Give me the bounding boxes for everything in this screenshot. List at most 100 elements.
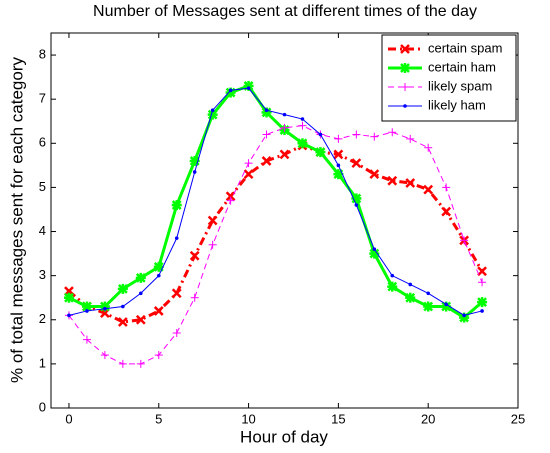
marker-dot xyxy=(426,291,430,296)
marker-stroke xyxy=(400,63,410,73)
marker xyxy=(388,128,397,137)
y-tick-label: 3 xyxy=(39,267,46,282)
legend-label: likely spam xyxy=(428,78,492,93)
marker-dot xyxy=(156,273,161,278)
x-tick-label: 0 xyxy=(65,411,72,426)
marker xyxy=(387,175,398,186)
marker xyxy=(400,63,410,73)
series-line xyxy=(67,143,484,324)
marker-stroke xyxy=(207,215,218,226)
marker xyxy=(117,317,128,327)
marker-dot xyxy=(480,309,484,313)
marker-stroke xyxy=(405,178,416,188)
marker xyxy=(370,132,379,141)
marker xyxy=(261,107,272,118)
marker-stroke xyxy=(405,292,416,303)
marker xyxy=(174,236,179,240)
marker xyxy=(336,163,341,168)
marker-stroke xyxy=(351,193,362,204)
marker xyxy=(171,288,182,299)
marker xyxy=(243,169,254,180)
marker-dot xyxy=(282,112,287,117)
marker xyxy=(81,301,92,312)
marker xyxy=(153,261,164,272)
y-tick-label: 5 xyxy=(39,179,46,194)
marker xyxy=(82,335,91,344)
marker-dot xyxy=(264,108,269,113)
marker-dot xyxy=(246,86,251,90)
marker xyxy=(480,309,484,313)
marker-dot xyxy=(336,163,341,168)
marker-dot xyxy=(372,247,377,251)
marker-stroke xyxy=(117,317,128,327)
marker-stroke xyxy=(243,169,254,180)
marker xyxy=(226,196,235,205)
marker xyxy=(372,247,377,251)
marker-dot xyxy=(192,170,197,174)
marker xyxy=(478,278,487,287)
marker-stroke xyxy=(333,149,344,160)
marker xyxy=(298,121,307,130)
legend: certain spam certain ham likely spam likely… xyxy=(381,34,517,122)
marker xyxy=(333,169,344,180)
marker xyxy=(300,117,305,121)
marker xyxy=(460,236,469,245)
marker xyxy=(354,203,359,207)
marker-dot xyxy=(318,132,323,137)
marker xyxy=(279,149,290,160)
y-tick-label: 0 xyxy=(39,399,46,414)
marker-dot xyxy=(210,108,215,113)
x-tick-label: 25 xyxy=(511,411,525,426)
marker xyxy=(154,351,163,360)
marker-stroke xyxy=(82,301,92,312)
marker-stroke xyxy=(171,288,182,299)
legend-label: certain ham xyxy=(428,59,496,74)
marker xyxy=(207,109,218,120)
y-axis-label: % of total messages sent for each catego… xyxy=(7,57,26,384)
marker-dot xyxy=(103,306,107,311)
x-axis-label: Hour of day xyxy=(240,427,328,446)
marker xyxy=(225,191,236,202)
marker xyxy=(369,169,380,180)
marker xyxy=(100,351,109,360)
marker-dot xyxy=(408,282,413,287)
marker-dot xyxy=(121,304,125,309)
marker xyxy=(135,314,146,325)
x-tick-label: 15 xyxy=(331,411,345,426)
marker xyxy=(63,292,74,303)
marker-dot xyxy=(390,273,395,278)
marker xyxy=(351,158,362,169)
marker xyxy=(172,329,181,337)
marker-stroke xyxy=(279,149,290,160)
marker-stroke xyxy=(351,158,362,169)
marker xyxy=(442,183,451,192)
marker-stroke xyxy=(189,156,200,166)
plot-frame xyxy=(50,32,519,409)
marker xyxy=(67,313,71,318)
marker xyxy=(117,283,128,294)
marker-stroke xyxy=(261,156,272,166)
marker-dot xyxy=(85,309,89,313)
marker-dot xyxy=(462,313,466,318)
marker xyxy=(262,130,271,139)
marker xyxy=(228,88,233,93)
marker xyxy=(426,291,430,296)
marker xyxy=(444,302,448,307)
marker-stroke xyxy=(477,297,487,308)
marker xyxy=(423,301,434,312)
marker xyxy=(318,132,323,137)
marker xyxy=(403,104,407,108)
marker xyxy=(280,123,289,132)
y-tick-label: 8 xyxy=(39,46,46,61)
marker-stroke xyxy=(423,184,434,195)
series-line xyxy=(68,125,483,365)
marker xyxy=(405,178,416,188)
marker-stroke xyxy=(153,261,164,272)
marker xyxy=(190,293,199,302)
legend-label: likely ham xyxy=(428,97,486,112)
y-tick-label: 6 xyxy=(39,135,46,150)
marker-stroke xyxy=(135,314,146,325)
x-tick-label: 5 xyxy=(155,411,162,426)
marker xyxy=(156,273,161,278)
